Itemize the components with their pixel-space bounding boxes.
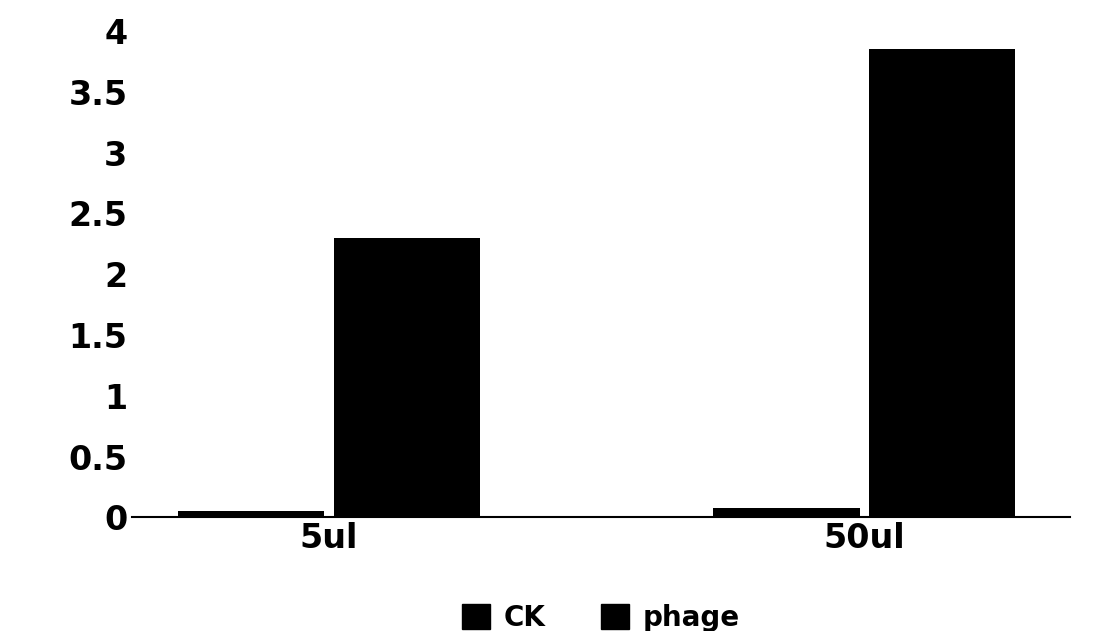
Bar bbox=[333, 238, 480, 517]
Bar bbox=[869, 49, 1015, 517]
Legend: CK, phage: CK, phage bbox=[451, 593, 751, 631]
Bar bbox=[178, 511, 324, 517]
Bar bbox=[714, 508, 859, 517]
